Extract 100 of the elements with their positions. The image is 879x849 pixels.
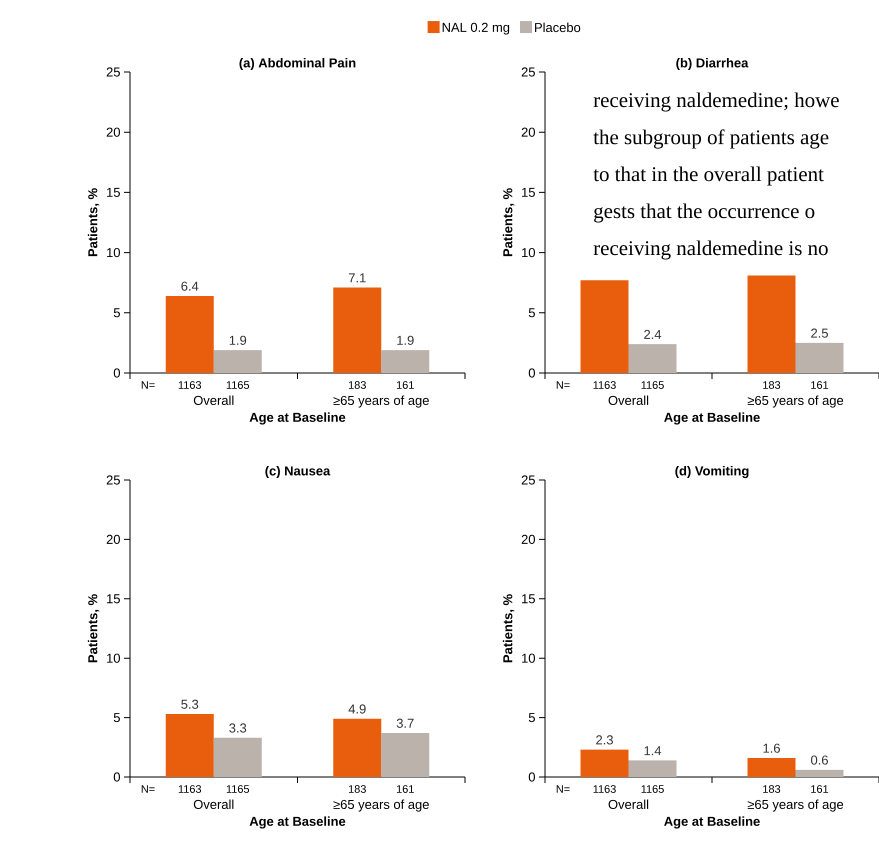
bar bbox=[628, 760, 677, 777]
bar bbox=[796, 342, 844, 373]
y-tick-label: 10 bbox=[522, 654, 535, 663]
data-label: 1.9 bbox=[230, 336, 246, 345]
text: 1163 bbox=[178, 381, 202, 389]
y-tick-label: 5 bbox=[528, 713, 535, 722]
y-tick-label: 20 bbox=[106, 128, 120, 137]
data-label: 2.5 bbox=[811, 328, 828, 338]
x-axis-title: Age at Baseline bbox=[664, 816, 760, 829]
text: N= bbox=[142, 785, 155, 793]
bar bbox=[166, 714, 214, 777]
y-tick-label: 25 bbox=[522, 475, 535, 485]
y-tick-label: 15 bbox=[522, 188, 535, 197]
bar bbox=[166, 296, 214, 373]
bar bbox=[333, 288, 382, 373]
data-label: 5.3 bbox=[181, 700, 198, 709]
bar bbox=[333, 718, 382, 777]
data-label: 1.4 bbox=[644, 746, 662, 756]
y-tick-label: 0 bbox=[114, 772, 120, 782]
text: 183 bbox=[348, 381, 366, 389]
bar bbox=[214, 350, 262, 373]
text: 183 bbox=[763, 381, 780, 389]
text: N= bbox=[556, 785, 570, 793]
legend-label: NAL 0.2 mg bbox=[442, 22, 510, 35]
text: 1165 bbox=[226, 381, 250, 389]
y-tick-label: 10 bbox=[107, 654, 120, 663]
text: 161 bbox=[396, 381, 414, 389]
x-tick-label: Overall bbox=[194, 800, 234, 810]
y-tick-label: 15 bbox=[107, 594, 120, 604]
bar bbox=[628, 344, 677, 373]
y-tick-label: 15 bbox=[107, 188, 120, 197]
y-tick-label: 20 bbox=[106, 534, 120, 544]
bar bbox=[580, 750, 629, 777]
text: 183 bbox=[763, 785, 780, 793]
x-tick-label: ≥65 years of age bbox=[748, 396, 844, 408]
data-label: 0.6 bbox=[811, 756, 828, 765]
y-tick-label: 20 bbox=[522, 534, 535, 544]
data-label: 6.4 bbox=[181, 282, 198, 291]
bar bbox=[381, 350, 430, 373]
annotation: gests that the occurrence o bbox=[594, 203, 814, 223]
x-tick-label: Overall bbox=[608, 800, 648, 810]
text: 1163 bbox=[178, 785, 202, 793]
chart-title: (b) Diarrhea bbox=[676, 58, 748, 70]
text: 1163 bbox=[594, 785, 616, 793]
y-tick-label: 5 bbox=[114, 308, 120, 318]
text: N= bbox=[556, 381, 570, 389]
bar bbox=[214, 738, 262, 777]
text: 161 bbox=[811, 785, 828, 793]
text: 1163 bbox=[594, 381, 616, 389]
text: 1165 bbox=[226, 785, 250, 793]
x-tick-label: Overall bbox=[194, 396, 234, 406]
y-axis-title: Patients, % bbox=[88, 188, 100, 256]
text: N= bbox=[142, 381, 155, 389]
y-tick-label: 25 bbox=[522, 67, 535, 77]
bar bbox=[748, 758, 796, 777]
bar bbox=[748, 275, 796, 373]
y-tick-label: 0 bbox=[528, 772, 535, 782]
chart-title: (a) Abdominal Pain bbox=[240, 58, 356, 70]
y-tick-label: 25 bbox=[106, 67, 120, 77]
data-label: 1.9 bbox=[397, 336, 414, 345]
text: 183 bbox=[348, 785, 366, 793]
y-tick-label: 5 bbox=[528, 308, 535, 318]
text: 1165 bbox=[642, 381, 664, 389]
data-label: 7.1 bbox=[348, 273, 366, 282]
annotation: receiving naldemedine is no bbox=[594, 240, 828, 260]
y-tick-label: 5 bbox=[114, 713, 120, 722]
x-axis-title: Age at Baseline bbox=[250, 412, 346, 425]
data-label: 2.3 bbox=[596, 735, 613, 744]
bar bbox=[796, 770, 844, 777]
y-axis-title: Patients, % bbox=[502, 594, 514, 662]
x-tick-label: ≥65 years of age bbox=[333, 396, 429, 408]
text: 1165 bbox=[642, 785, 664, 793]
y-tick-label: 10 bbox=[522, 248, 535, 258]
text: 161 bbox=[396, 785, 414, 793]
text: 161 bbox=[811, 381, 828, 389]
x-tick-label: ≥65 years of age bbox=[333, 800, 429, 812]
y-tick-label: 10 bbox=[107, 248, 120, 258]
data-label: 4.9 bbox=[348, 704, 366, 714]
data-label: 3.7 bbox=[396, 718, 414, 728]
data-label: 3.3 bbox=[229, 723, 246, 733]
annotation: receiving naldemedine; howe bbox=[594, 92, 839, 112]
x-tick-label: Overall bbox=[608, 396, 648, 406]
x-tick-label: ≥65 years of age bbox=[748, 800, 844, 812]
y-tick-label: 0 bbox=[114, 368, 120, 378]
data-label: 1.6 bbox=[763, 744, 780, 753]
x-axis-title: Age at Baseline bbox=[250, 816, 346, 829]
bar bbox=[580, 280, 629, 373]
chart-title: (d) Vomiting bbox=[675, 466, 748, 478]
data-label: 2.4 bbox=[644, 330, 662, 339]
x-axis-title: Age at Baseline bbox=[664, 412, 760, 425]
legend-label: Placebo bbox=[535, 22, 580, 32]
y-tick-label: 0 bbox=[528, 368, 535, 378]
bar bbox=[381, 733, 430, 777]
annotation: to that in the overall patient bbox=[593, 166, 824, 186]
y-axis-title: Patients, % bbox=[502, 188, 514, 256]
y-axis-title: Patients, % bbox=[88, 594, 100, 662]
chart-title: (c) Nausea bbox=[265, 466, 330, 478]
y-tick-label: 25 bbox=[106, 475, 120, 485]
y-tick-label: 20 bbox=[522, 128, 535, 137]
y-tick-label: 15 bbox=[522, 594, 535, 604]
